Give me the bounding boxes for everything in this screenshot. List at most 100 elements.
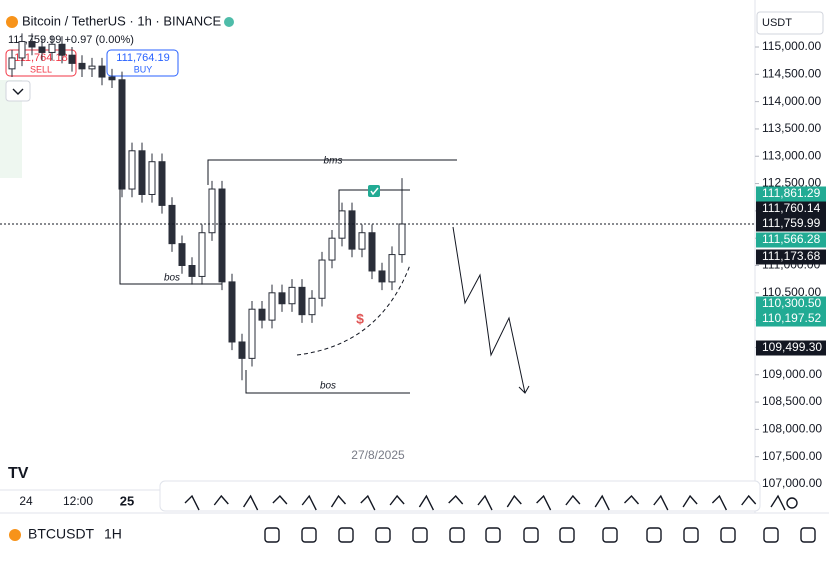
toolbar-icon[interactable] (559, 527, 575, 543)
candle-body (128, 150, 136, 190)
toolbar-icon[interactable] (800, 527, 816, 543)
candle-body (248, 308, 256, 359)
curve (296, 264, 411, 356)
candle-body (88, 65, 96, 70)
candle-body (118, 79, 126, 190)
candle-body (78, 62, 86, 70)
check-mark (370, 187, 379, 196)
footer-interval[interactable]: 1H (104, 526, 122, 542)
buy-price: 111,764.19 (116, 52, 169, 64)
y-tick-label: 108,000.00 (762, 422, 822, 436)
settings-icon[interactable] (786, 497, 798, 509)
y-tick-label: 107,000.00 (762, 476, 822, 490)
price-badge (756, 311, 826, 327)
toolbar-icon[interactable] (264, 527, 280, 543)
collapse-button[interactable] (5, 80, 31, 102)
toolbar-icon[interactable] (338, 527, 354, 543)
buy-button[interactable] (106, 49, 179, 77)
tool-icon[interactable] (330, 494, 347, 508)
toolbar-icon[interactable] (449, 527, 465, 543)
tool-icon[interactable] (360, 494, 376, 511)
tool-icon[interactable] (243, 494, 259, 511)
tool-icon[interactable] (506, 494, 522, 508)
candle-body (398, 223, 406, 256)
tool-icon[interactable] (536, 494, 552, 511)
drawings (119, 159, 530, 394)
bos-label: bos (320, 381, 336, 392)
y-tick-label: 112,500.00 (762, 176, 821, 190)
tool-icon[interactable] (213, 494, 229, 506)
tool-icon[interactable] (418, 494, 435, 511)
candle-body (38, 46, 46, 53)
candle-body (198, 232, 206, 277)
projection (452, 226, 530, 394)
candle-body (138, 150, 146, 195)
candle-body (258, 308, 266, 321)
candle-body (48, 43, 56, 53)
candle-body (148, 161, 156, 195)
candle-body (338, 210, 346, 239)
toolbar-icon[interactable] (646, 527, 662, 543)
candle-body (238, 341, 246, 359)
toolbar-icon[interactable] (763, 527, 779, 543)
toolbar-icon[interactable] (683, 527, 699, 543)
price-badge (756, 232, 826, 248)
candle-body (8, 57, 16, 70)
candle-body (108, 76, 116, 81)
tool-icon[interactable] (301, 494, 317, 511)
time-label: 24 (19, 494, 33, 508)
price-badge (756, 201, 826, 217)
toolbar-icon[interactable] (485, 527, 501, 543)
tool-icon[interactable] (565, 494, 581, 506)
price-badge (756, 216, 826, 232)
dollar-label: $ (356, 311, 364, 327)
candle-body (388, 254, 396, 283)
drawing-toolbar (159, 480, 761, 512)
tool-icon[interactable] (448, 494, 464, 505)
toolbar-icon[interactable] (720, 527, 736, 543)
tool-icon[interactable] (272, 494, 288, 505)
tool-icon[interactable] (624, 494, 640, 505)
bms-label: bms (324, 156, 343, 167)
candle-body (298, 286, 306, 316)
tool-icon[interactable] (653, 494, 669, 511)
currency-select[interactable] (756, 11, 824, 35)
toolbar-icon[interactable] (523, 527, 539, 543)
toolbar-icon[interactable] (375, 527, 391, 543)
toolbar-icon[interactable] (602, 527, 618, 543)
side-shade (0, 80, 22, 178)
price-badge-label: 111,760.14 (762, 201, 821, 215)
tool-icon[interactable] (770, 494, 786, 511)
price-badge (756, 340, 826, 356)
candle-body (168, 204, 176, 245)
candle-body (28, 41, 36, 48)
candle-body (18, 41, 26, 59)
candle-body (348, 210, 356, 250)
tool-icon[interactable] (477, 494, 493, 511)
bos-label: bos (164, 273, 180, 284)
footer-symbol[interactable]: BTCUSDT (28, 526, 95, 542)
coin-icon (6, 16, 18, 28)
candle-body (278, 292, 286, 305)
coin-icon (9, 529, 21, 541)
tool-icon[interactable] (184, 494, 200, 511)
price-badge-label: 111,759.99 (762, 216, 821, 230)
price-badge (756, 186, 826, 202)
check-icon (368, 185, 380, 197)
candle-body (368, 232, 376, 272)
tool-icon[interactable] (389, 494, 405, 506)
candle-body (328, 237, 336, 261)
price-badge-label: 111,566.28 (762, 232, 821, 246)
toolbar-icon[interactable] (301, 527, 317, 543)
tool-icon[interactable] (711, 494, 728, 511)
candle-body (68, 54, 76, 64)
watermark: 27/8/2025 (351, 448, 405, 462)
tool-icon[interactable] (594, 494, 610, 511)
candle-body (308, 297, 316, 316)
y-tick-label: 108,500.00 (762, 394, 822, 408)
toolbar-icon[interactable] (412, 527, 428, 543)
tool-icon[interactable] (741, 494, 757, 506)
tool-icon[interactable] (682, 494, 698, 508)
